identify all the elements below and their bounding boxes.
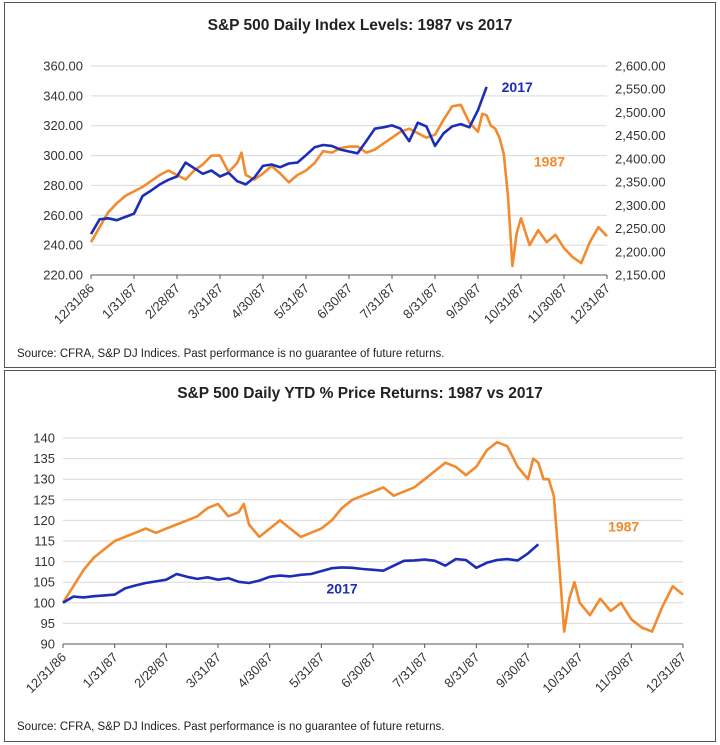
- x-tick-label: 1/31/87: [80, 650, 121, 691]
- y-left-tick-label: 320.00: [43, 118, 83, 133]
- x-tick-label: 3/31/87: [183, 650, 224, 691]
- y-left-tick-label: 105: [33, 575, 55, 590]
- x-tick-label: 11/30/87: [592, 650, 638, 696]
- chart-panel-ytd-returns: S&P 500 Daily YTD % Price Returns: 1987 …: [4, 370, 716, 742]
- y-right-tick-label: 2,500.00: [615, 105, 666, 120]
- x-tick-label: 12/31/86: [51, 281, 97, 327]
- y-left-tick-label: 140: [33, 431, 55, 446]
- series-label-1987: 1987: [534, 154, 565, 170]
- x-tick-label: 4/30/87: [235, 650, 276, 691]
- x-tick-label: 1/31/87: [99, 281, 140, 322]
- ytd-returns-chart: 90 95 100 105 110 115 120 125 130 135 140 12/31/86 1…: [23, 431, 689, 696]
- y-left-tick-label: 120: [33, 513, 55, 528]
- y-left-tick-label: 95: [41, 616, 55, 631]
- x-tick-label: 6/30/87: [338, 650, 379, 691]
- x-tick-label: 8/31/87: [400, 281, 441, 322]
- y-left-tick-label: 125: [33, 492, 55, 507]
- y-left-tick-label: 110: [34, 554, 55, 569]
- x-tick-label: 11/30/87: [524, 281, 570, 327]
- y-left-tick-label: 280.00: [43, 178, 83, 193]
- y-right-tick-label: 2,350.00: [615, 175, 666, 190]
- y-right-tick-label: 2,300.00: [615, 198, 666, 213]
- x-tick-label: 10/31/87: [481, 281, 527, 327]
- series-line-2017: [62, 543, 540, 604]
- chart-source-note: Source: CFRA, S&P DJ Indices. Past perfo…: [17, 721, 445, 733]
- chart-source-note: Source: CFRA, S&P DJ Indices. Past perfo…: [17, 348, 445, 360]
- series-label-2017: 2017: [327, 580, 358, 596]
- series-label-1987: 1987: [608, 519, 639, 535]
- y-right-tick-label: 2,550.00: [615, 82, 666, 97]
- x-tick-label: 2/28/87: [131, 650, 172, 691]
- chart-title: S&P 500 Daily YTD % Price Returns: 1987 …: [177, 385, 543, 402]
- y-right-tick-label: 2,200.00: [615, 244, 666, 259]
- series-line-1987: [89, 103, 608, 268]
- y-left-tick-label: 240.00: [43, 238, 83, 253]
- y-left-tick-label: 130: [33, 472, 55, 487]
- x-tick-label: 12/31/87: [567, 281, 613, 327]
- x-tick-label: 8/31/87: [441, 650, 482, 691]
- chart-title: S&P 500 Daily Index Levels: 1987 vs 2017: [207, 17, 513, 34]
- x-tick-label: 5/31/87: [271, 281, 312, 322]
- x-tick-label: 3/31/87: [185, 281, 226, 322]
- y-right-tick-label: 2,450.00: [615, 128, 666, 143]
- x-tick-label: 4/30/87: [228, 281, 269, 322]
- x-tick-label: 9/30/87: [493, 650, 534, 691]
- x-tick-label: 12/31/87: [643, 650, 689, 696]
- series-line-2017: [89, 86, 488, 235]
- series-label-2017: 2017: [502, 79, 533, 95]
- x-tick-label: 7/31/87: [390, 650, 431, 691]
- y-right-tick-label: 2,250.00: [615, 221, 666, 236]
- y-left-tick-label: 220.00: [43, 268, 83, 283]
- x-tick-label: 2/28/87: [142, 281, 183, 322]
- y-left-tick-label: 115: [34, 534, 55, 549]
- y-left-tick-label: 340.00: [43, 88, 83, 103]
- y-left-tick-label: 100: [33, 595, 55, 610]
- series-line-1987: [61, 440, 684, 633]
- y-left-tick-label: 300.00: [43, 148, 83, 163]
- y-right-tick-label: 2,400.00: [615, 151, 666, 166]
- x-tick-label: 6/30/87: [314, 281, 355, 322]
- index-levels-chart: 220.00 240.00 260.00 280.00 300.00 320.00 340.…: [43, 59, 666, 327]
- y-left-tick-label: 90: [41, 637, 55, 652]
- x-tick-label: 9/30/87: [443, 281, 484, 322]
- chart-panel-index-levels: S&P 500 Daily Index Levels: 1987 vs 2017…: [4, 2, 716, 368]
- x-tick-label: 5/31/87: [286, 650, 327, 691]
- x-tick-label: 7/31/87: [357, 281, 398, 322]
- x-tick-label: 10/31/87: [539, 650, 585, 696]
- y-right-tick-label: 2,600.00: [615, 59, 666, 74]
- y-left-tick-label: 260.00: [43, 208, 83, 223]
- y-left-tick-label: 135: [33, 451, 55, 466]
- y-right-tick-label: 2,150.00: [615, 268, 666, 283]
- y-left-tick-label: 360.00: [43, 59, 83, 74]
- x-tick-label: 12/31/86: [23, 650, 69, 696]
